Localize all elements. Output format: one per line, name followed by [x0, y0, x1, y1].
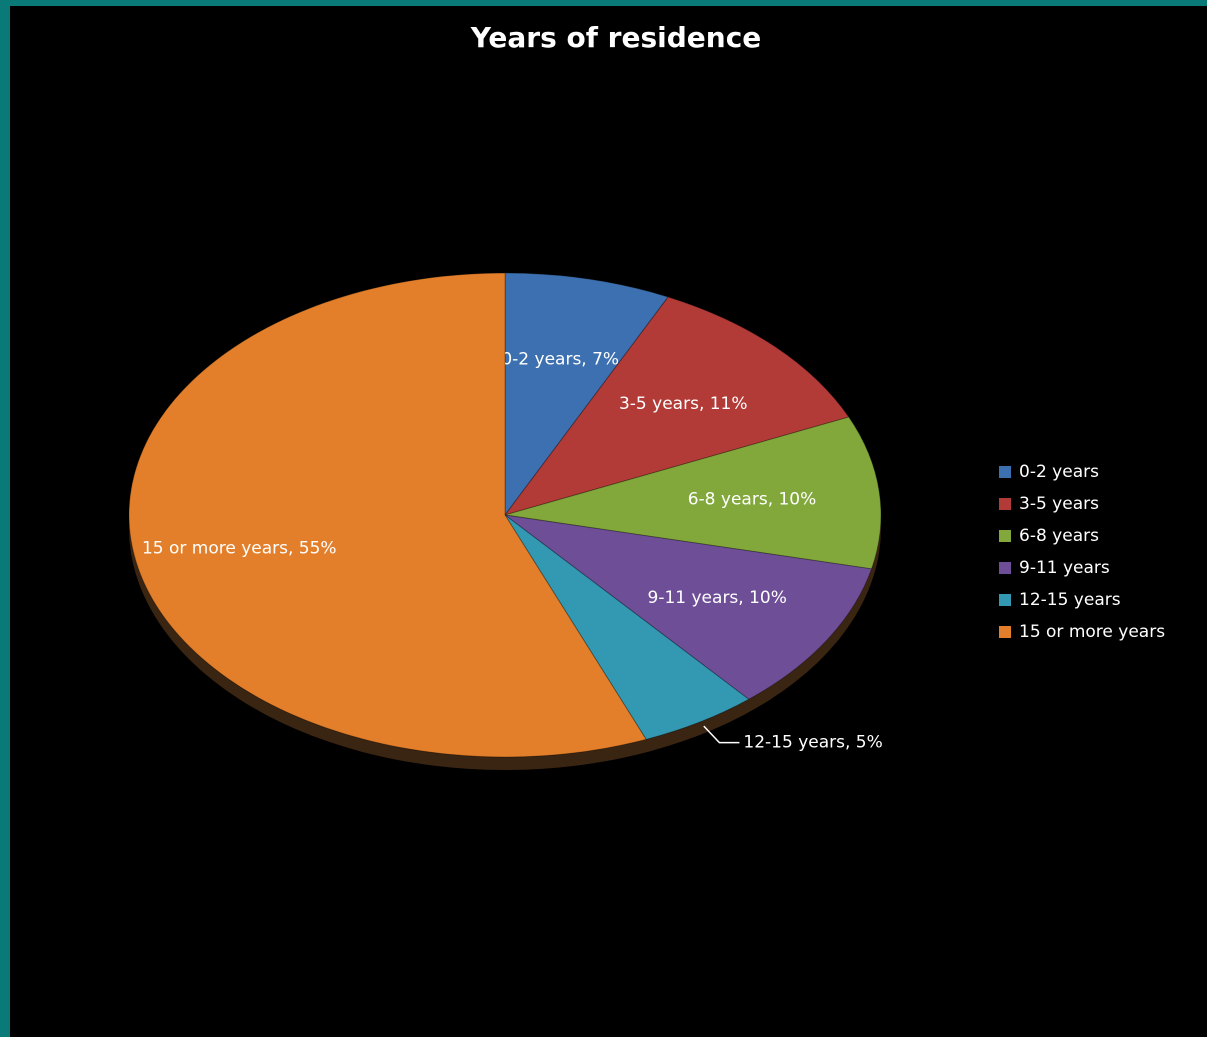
pie-slice	[504, 514, 750, 740]
legend-label: 0-2 years	[1019, 462, 1099, 482]
legend-label: 15 or more years	[1019, 622, 1165, 642]
data-label: 12-15 years, 5%	[743, 733, 882, 753]
legend-label: 9-11 years	[1019, 558, 1110, 578]
data-label: 0-2 years, 7%	[501, 349, 619, 369]
legend-label: 12-15 years	[1019, 590, 1121, 610]
leader-line	[703, 725, 740, 744]
pie-slice	[504, 416, 882, 570]
chart-title: Years of residence	[470, 21, 762, 54]
legend-label: 6-8 years	[1019, 526, 1099, 546]
pie-slice	[504, 514, 873, 700]
legend-swatch	[999, 562, 1011, 574]
pie-slice	[504, 272, 669, 517]
data-label: 6-8 years, 10%	[688, 490, 817, 510]
pie-slice	[503, 296, 850, 516]
data-label: 15 or more years, 55%	[142, 538, 337, 558]
legend-swatch	[999, 466, 1011, 478]
pie-slice	[128, 272, 647, 758]
legend-label: 3-5 years	[1019, 494, 1099, 514]
legend-swatch	[999, 498, 1011, 510]
data-label: 3-5 years, 11%	[619, 394, 748, 414]
legend-swatch	[999, 594, 1011, 606]
data-label: 9-11 years, 10%	[648, 588, 787, 608]
legend-swatch	[999, 530, 1011, 542]
legend-swatch	[999, 626, 1011, 638]
